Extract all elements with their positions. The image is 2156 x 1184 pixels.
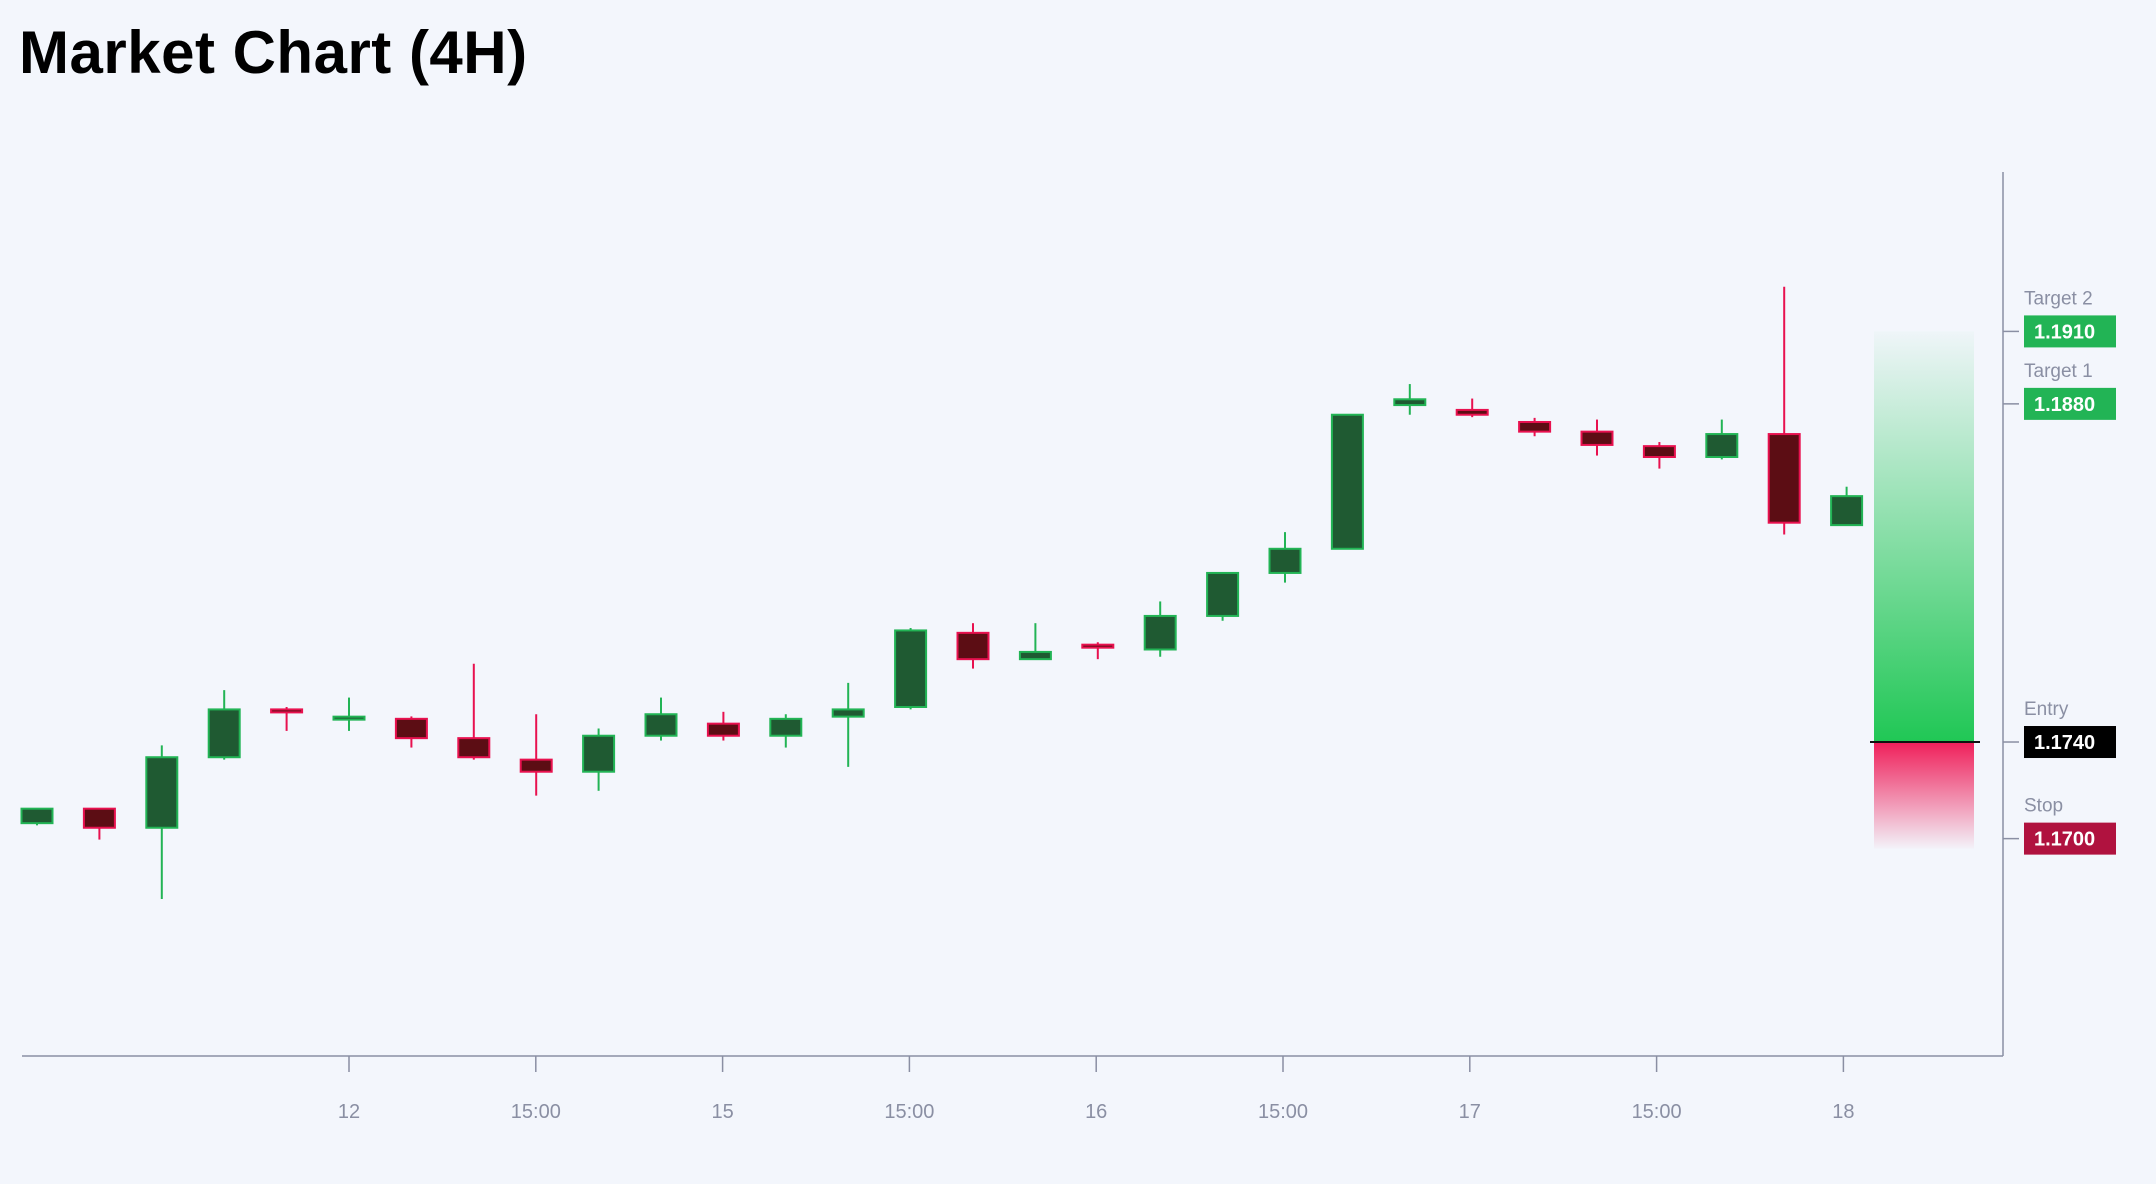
- candle-body: [1018, 650, 1052, 661]
- candle-body: [956, 631, 990, 661]
- candle: [644, 697, 678, 741]
- candle: [831, 682, 865, 767]
- x-tick-label: 15:00: [511, 1101, 561, 1123]
- candle-body: [270, 708, 304, 714]
- candle-body: [519, 758, 553, 773]
- level-name: Target 1: [2024, 361, 2093, 382]
- level-target: Target 1 1.1880: [2003, 361, 2116, 420]
- candle: [82, 807, 116, 840]
- level-entry: Entry 1.1740: [1870, 699, 2116, 759]
- candle: [1455, 398, 1489, 418]
- x-tick-label: 12: [338, 1101, 360, 1123]
- x-tick-label: 15:00: [884, 1101, 934, 1123]
- candle-body: [644, 713, 678, 737]
- candle: [1518, 417, 1552, 437]
- candle-body: [1206, 571, 1240, 617]
- candle: [207, 690, 241, 760]
- candle-body: [1705, 433, 1739, 459]
- candle: [1705, 419, 1739, 460]
- candles: [20, 286, 1864, 900]
- candle: [332, 697, 366, 731]
- candle: [270, 706, 304, 731]
- price-badge-value: 1.1700: [2034, 829, 2095, 851]
- candle-body: [1268, 547, 1302, 574]
- candle-body: [1081, 643, 1115, 649]
- candle: [1580, 419, 1614, 456]
- candle-body: [831, 708, 865, 718]
- candle-body: [1455, 408, 1489, 416]
- price-badge: [2024, 315, 2116, 348]
- candle-body: [582, 734, 616, 773]
- candle-body: [894, 629, 928, 708]
- candle: [956, 623, 990, 669]
- candle-body: [20, 807, 54, 825]
- candle: [1330, 413, 1364, 550]
- candle: [145, 745, 179, 900]
- candle: [1642, 442, 1676, 469]
- risk-reward-zones: [1874, 331, 1974, 849]
- level-name: Target 2: [2024, 288, 2093, 309]
- price-badge: [2024, 822, 2116, 855]
- x-tick-label: 16: [1085, 1101, 1107, 1123]
- candle: [894, 628, 928, 710]
- candle-body: [1393, 398, 1427, 407]
- x-tick-label: 18: [1832, 1101, 1854, 1123]
- price-badge-value: 1.1880: [2034, 394, 2095, 416]
- level-name: Stop: [2024, 796, 2063, 817]
- candle-body: [1767, 433, 1801, 524]
- x-tick-label: 17: [1459, 1101, 1481, 1123]
- level-name: Entry: [2024, 699, 2069, 720]
- level-stop: Stop 1.1700: [2003, 796, 2116, 855]
- candle-body: [1830, 495, 1864, 527]
- price-badge: [2024, 726, 2116, 759]
- candle-body: [457, 737, 491, 759]
- candle: [1081, 642, 1115, 660]
- candle: [394, 716, 428, 748]
- candle: [519, 714, 553, 796]
- candle-body: [1518, 420, 1552, 433]
- candle: [20, 807, 54, 826]
- price-badge-value: 1.1740: [2034, 732, 2095, 754]
- level-target: Target 2 1.1910: [2003, 288, 2116, 348]
- candle-body: [769, 717, 803, 737]
- price-levels: Target 2 1.1910 Target 1 1.1880 Entry 1.1740 S…: [1870, 288, 2116, 855]
- price-badge: [2024, 387, 2116, 420]
- x-tick-label: 15:00: [1632, 1101, 1682, 1123]
- candle: [582, 728, 616, 791]
- profit-zone: [1874, 331, 1974, 743]
- candle-body: [1642, 445, 1676, 459]
- price-badge-value: 1.1910: [2034, 321, 2095, 343]
- candle: [1018, 623, 1052, 661]
- candle: [769, 714, 803, 748]
- candle: [1767, 286, 1801, 535]
- x-tick-label: 15: [711, 1101, 733, 1123]
- candle-body: [1330, 413, 1364, 550]
- candle-body: [394, 717, 428, 740]
- candle: [1143, 601, 1177, 657]
- chart-axes: [22, 172, 2004, 1057]
- candle: [1268, 532, 1302, 583]
- loss-zone: [1874, 742, 1974, 849]
- x-tick-label: 15:00: [1258, 1101, 1308, 1123]
- candle-body: [145, 756, 179, 829]
- candle: [457, 663, 491, 760]
- candle: [1206, 571, 1240, 621]
- candle-body: [207, 708, 241, 759]
- page-title: Market Chart (4H): [19, 19, 528, 86]
- candle-body: [332, 715, 366, 721]
- candle: [1830, 486, 1864, 527]
- candle-body: [706, 722, 740, 737]
- candle: [706, 711, 740, 741]
- candle-body: [82, 807, 116, 829]
- candle: [1393, 384, 1427, 415]
- x-axis-ticks: 12 15:00 15 15:00 16 15:00 17 15:00 18: [338, 1056, 1855, 1123]
- candle-body: [1580, 430, 1614, 446]
- candle-body: [1143, 614, 1177, 651]
